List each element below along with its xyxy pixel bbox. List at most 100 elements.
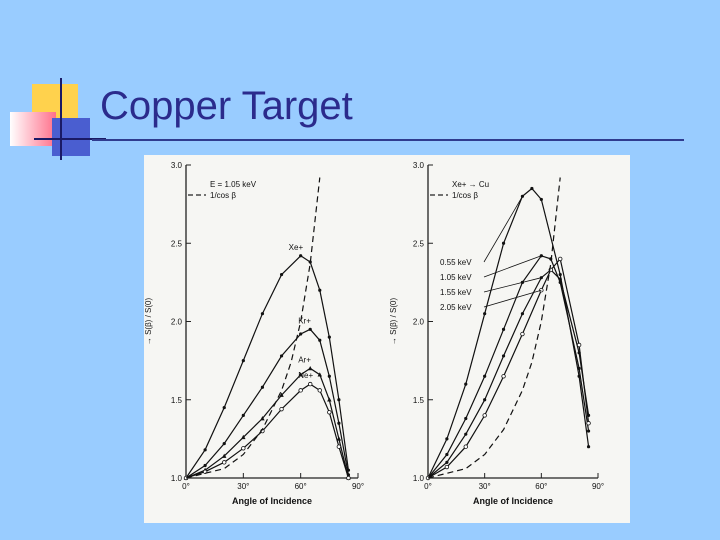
data-point — [483, 374, 487, 378]
x-tick-label: 60° — [295, 482, 307, 491]
data-point — [241, 434, 246, 440]
y-tick-label: 3.0 — [413, 161, 425, 170]
legend-label: 1/cos β — [210, 191, 236, 200]
x-tick-label: 60° — [535, 482, 547, 491]
data-point — [222, 453, 227, 458]
y-tick-label: 2.5 — [171, 239, 183, 248]
x-tick-label: 0° — [182, 482, 190, 491]
data-point — [501, 354, 506, 358]
data-point — [260, 312, 265, 316]
data-point — [279, 392, 284, 397]
data-point — [279, 406, 284, 412]
data-point — [558, 256, 563, 262]
data-point — [279, 354, 284, 358]
data-point — [327, 397, 332, 402]
blue-square-decoration — [52, 118, 90, 156]
x-tick-label: 90° — [592, 482, 604, 491]
series-label: Xe+ — [289, 243, 304, 252]
data-point — [445, 437, 449, 441]
x-axis-label: Angle of Incidence — [473, 496, 553, 506]
legend-label: E = 1.05 keV — [210, 180, 257, 189]
data-point — [501, 241, 506, 245]
series-label: 0.55 keV — [440, 258, 472, 267]
data-point — [308, 327, 312, 331]
y-tick-label: 1.0 — [171, 474, 183, 483]
title-underline — [92, 139, 684, 141]
series-leader-line — [483, 289, 542, 308]
data-point — [337, 398, 341, 402]
data-point — [327, 410, 332, 415]
slide-title: Copper Target — [100, 84, 353, 128]
data-point — [539, 254, 543, 258]
y-tick-label: 2.0 — [413, 318, 425, 327]
data-point — [539, 287, 544, 293]
data-point — [317, 388, 322, 393]
data-point — [586, 445, 591, 449]
data-point — [241, 359, 245, 363]
data-point — [539, 197, 543, 202]
x-tick-label: 0° — [424, 482, 432, 491]
data-point — [203, 448, 207, 452]
data-point — [464, 382, 468, 386]
data-point — [520, 331, 525, 337]
data-point — [260, 385, 265, 389]
data-point — [308, 381, 313, 387]
series-label: Ar+ — [298, 355, 311, 364]
series-line-1-cos — [427, 177, 561, 479]
series-line-xe — [185, 255, 349, 479]
legend-label: Xe+ → Cu — [452, 180, 489, 189]
data-point — [586, 429, 591, 433]
series-label: 2.05 keV — [440, 303, 472, 312]
x-tick-label: 30° — [479, 482, 491, 491]
pink-square-decoration — [10, 112, 56, 146]
data-point — [299, 332, 303, 336]
data-point — [327, 374, 331, 378]
data-point — [298, 388, 303, 393]
data-point — [444, 464, 450, 470]
x-axis-label: Angle of Incidence — [232, 496, 312, 506]
y-tick-label: 1.0 — [413, 474, 425, 483]
data-point — [464, 432, 468, 436]
data-point — [318, 338, 322, 342]
y-tick-label: 2.0 — [171, 318, 183, 327]
data-point — [501, 327, 506, 331]
y-tick-label: 2.5 — [413, 239, 425, 248]
data-point — [501, 374, 506, 379]
y-tick-label: 3.0 — [171, 161, 183, 170]
series-line-kr — [185, 328, 349, 479]
chart-1: 1.0 1.5 2.0 2.5 3.0 0° 30° 60° 90° Angle of Incid… — [144, 161, 364, 506]
series-label: 1.55 keV — [440, 288, 472, 297]
data-point — [558, 277, 562, 281]
data-point — [483, 312, 487, 316]
data-point — [586, 421, 591, 426]
data-point — [203, 463, 207, 468]
data-point — [445, 460, 449, 464]
y-axis-label: → S(β) / S(0) — [144, 298, 153, 346]
data-point — [336, 444, 342, 449]
series-label: 1.05 keV — [440, 273, 472, 282]
data-point — [464, 416, 468, 421]
data-point — [260, 416, 265, 421]
data-point — [577, 366, 581, 371]
data-point — [539, 276, 543, 280]
y-axis-label: → S(β) / S(0) — [389, 298, 398, 346]
data-point — [241, 446, 246, 451]
x-tick-label: 90° — [352, 482, 364, 491]
legend-label: 1/cos β — [452, 191, 478, 200]
data-point — [241, 413, 245, 417]
data-point — [336, 436, 342, 441]
x-tick-label: 30° — [237, 482, 249, 491]
data-point — [222, 441, 226, 446]
figure-svg: 1.0 1.5 2.0 2.5 3.0 0° 30° 60° 90° Angle of Incid… — [144, 161, 604, 506]
data-point — [520, 312, 525, 316]
data-point — [298, 372, 303, 377]
series-line-0-55-kev — [427, 187, 590, 479]
y-tick-label: 1.5 — [171, 396, 183, 405]
data-point — [318, 288, 322, 292]
data-point — [482, 413, 487, 418]
data-point — [530, 186, 534, 191]
series-line-ar — [185, 367, 349, 479]
data-point — [317, 372, 322, 377]
data-point — [308, 365, 313, 371]
data-point — [222, 405, 226, 410]
